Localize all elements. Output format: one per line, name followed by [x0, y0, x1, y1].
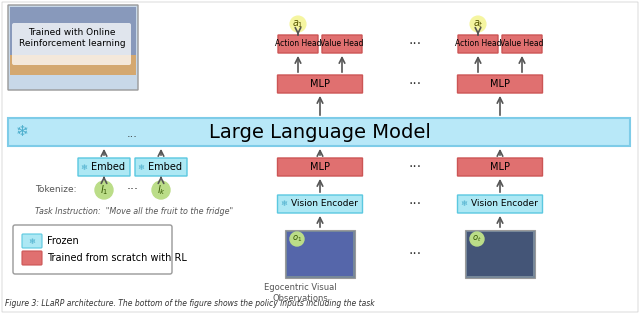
Circle shape	[470, 16, 486, 32]
Text: Vision Encoder: Vision Encoder	[470, 199, 538, 209]
FancyBboxPatch shape	[458, 35, 498, 53]
Text: ···: ···	[408, 197, 422, 211]
FancyBboxPatch shape	[278, 195, 362, 213]
Text: ❄: ❄	[138, 162, 145, 171]
FancyBboxPatch shape	[10, 55, 136, 75]
Text: ❄: ❄	[15, 125, 28, 140]
Text: Value Head: Value Head	[500, 39, 544, 49]
Circle shape	[290, 16, 306, 32]
FancyBboxPatch shape	[8, 118, 630, 146]
Text: MLP: MLP	[490, 79, 510, 89]
Text: Egocentric Visual
Observations: Egocentric Visual Observations	[264, 283, 336, 303]
Text: ···: ···	[127, 133, 138, 142]
Text: Vision Encoder: Vision Encoder	[291, 199, 357, 209]
Text: ❄: ❄	[280, 199, 287, 209]
FancyBboxPatch shape	[278, 75, 362, 93]
Text: MLP: MLP	[490, 162, 510, 172]
Text: $o_t$: $o_t$	[472, 234, 482, 244]
Text: Figure 3: LLaRP architecture. The bottom of the figure shows the policy inputs i: Figure 3: LLaRP architecture. The bottom…	[5, 299, 374, 308]
FancyBboxPatch shape	[8, 5, 138, 90]
Text: Action Head: Action Head	[455, 39, 501, 49]
FancyBboxPatch shape	[458, 158, 543, 176]
Circle shape	[152, 181, 170, 199]
Text: ···: ···	[408, 160, 422, 174]
Text: Action Head: Action Head	[275, 39, 321, 49]
FancyBboxPatch shape	[22, 234, 42, 248]
Circle shape	[290, 232, 304, 246]
Text: ···: ···	[127, 183, 138, 197]
Text: ···: ···	[408, 247, 422, 261]
Text: Value Head: Value Head	[320, 39, 364, 49]
Text: MLP: MLP	[310, 162, 330, 172]
FancyBboxPatch shape	[278, 35, 318, 53]
Circle shape	[470, 232, 484, 246]
Text: $o_1$: $o_1$	[292, 234, 302, 244]
Text: $l_1$: $l_1$	[100, 183, 108, 197]
FancyBboxPatch shape	[458, 195, 543, 213]
FancyBboxPatch shape	[12, 23, 131, 65]
Text: $a_t$: $a_t$	[472, 18, 483, 30]
Text: ❄: ❄	[460, 199, 467, 209]
Text: $a_1$: $a_1$	[292, 18, 304, 30]
Text: ❄: ❄	[29, 237, 35, 245]
Text: MLP: MLP	[310, 79, 330, 89]
FancyBboxPatch shape	[467, 232, 533, 276]
FancyBboxPatch shape	[502, 35, 542, 53]
Text: ···: ···	[408, 37, 422, 51]
FancyBboxPatch shape	[22, 251, 42, 265]
Text: Embed: Embed	[91, 162, 125, 172]
FancyBboxPatch shape	[2, 2, 638, 312]
FancyBboxPatch shape	[13, 225, 172, 274]
FancyBboxPatch shape	[322, 35, 362, 53]
Text: Embed: Embed	[148, 162, 182, 172]
FancyBboxPatch shape	[78, 158, 130, 176]
FancyBboxPatch shape	[458, 75, 543, 93]
FancyBboxPatch shape	[278, 158, 362, 176]
Text: ···: ···	[408, 77, 422, 91]
FancyBboxPatch shape	[285, 230, 355, 278]
Text: Trained from scratch with RL: Trained from scratch with RL	[47, 253, 187, 263]
FancyBboxPatch shape	[287, 232, 353, 276]
Text: $l_k$: $l_k$	[157, 183, 165, 197]
Text: Trained with Online
Reinforcement learning: Trained with Online Reinforcement learni…	[19, 28, 125, 48]
Text: Tokenize:: Tokenize:	[35, 185, 77, 195]
Circle shape	[95, 181, 113, 199]
Text: Task Instruction:  "Move all the fruit to the fridge": Task Instruction: "Move all the fruit to…	[35, 208, 233, 217]
Text: Frozen: Frozen	[47, 236, 79, 246]
Text: ❄: ❄	[81, 162, 88, 171]
FancyBboxPatch shape	[135, 158, 187, 176]
FancyBboxPatch shape	[10, 7, 136, 75]
Text: Large Language Model: Large Language Model	[209, 122, 431, 142]
FancyBboxPatch shape	[465, 230, 535, 278]
